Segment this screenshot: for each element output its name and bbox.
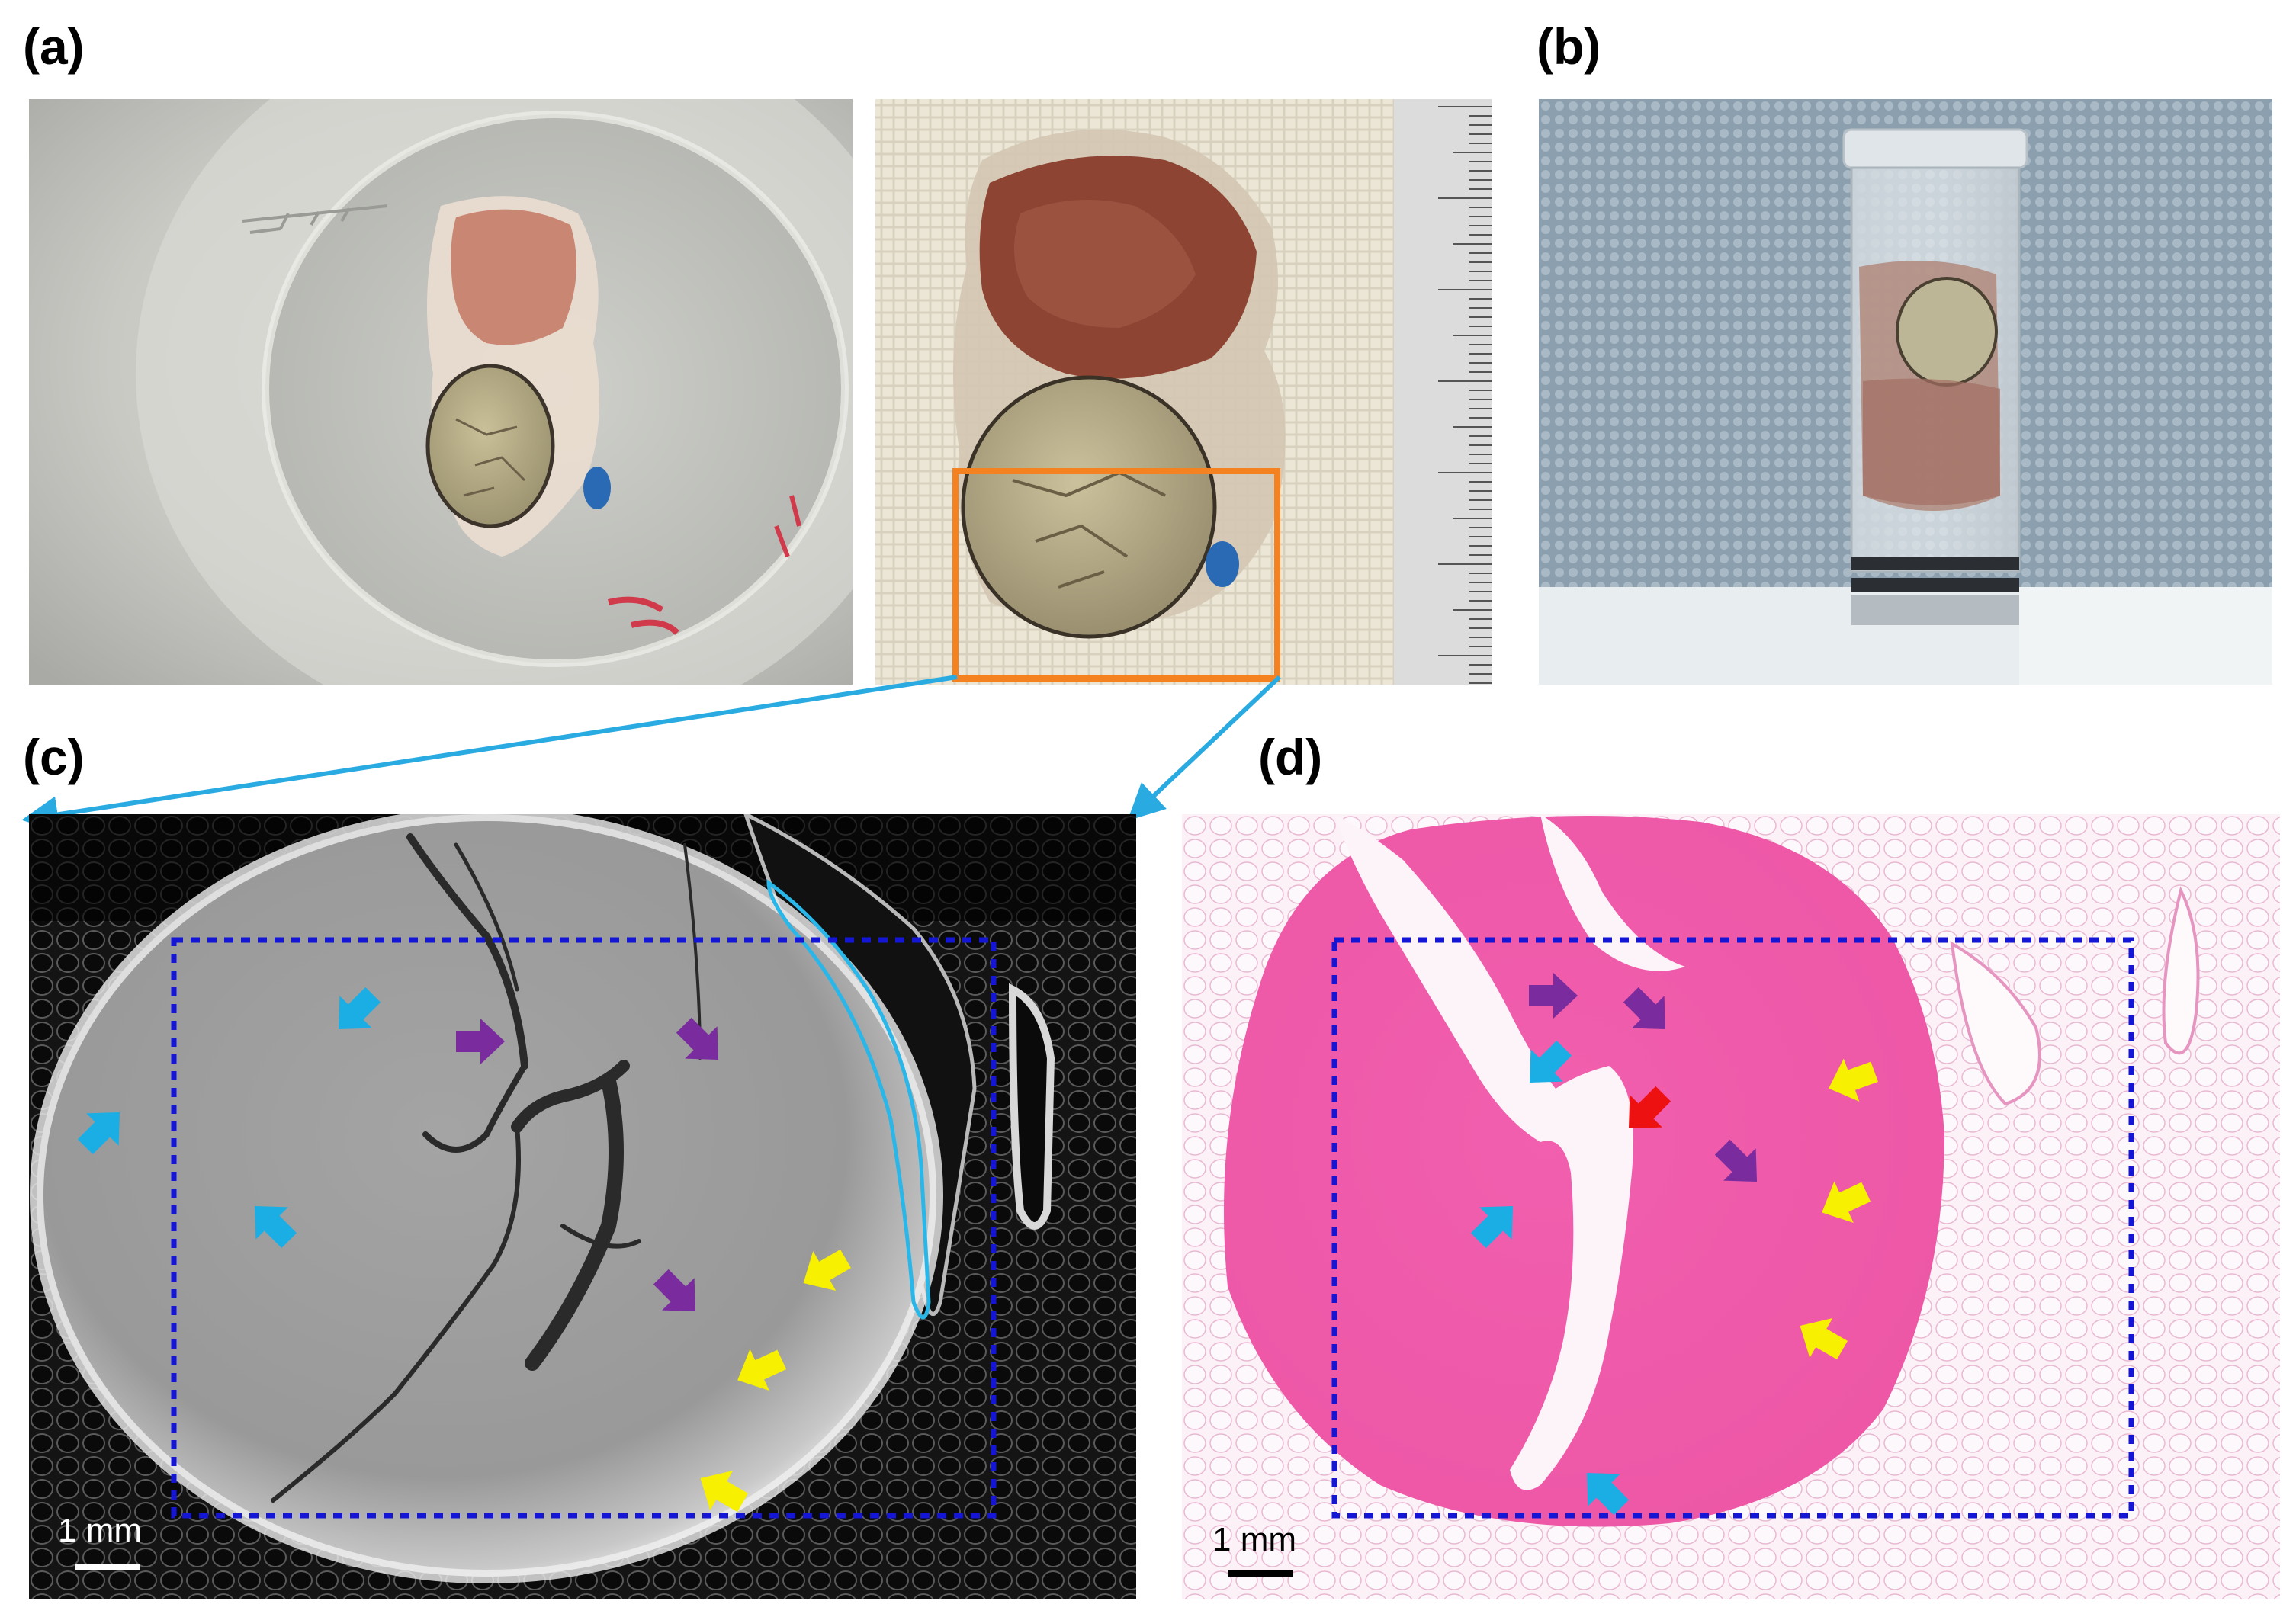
arrow-purple-icon [1529,973,1578,1019]
arrow-blue-icon [254,1205,297,1249]
arrow-purple-icon [676,1017,719,1060]
panel-label-b: (b) [1537,18,1601,75]
arrow-yellow-icon [1800,1318,1848,1360]
arrow-yellow-icon [1822,1181,1871,1224]
roi-box-d [1331,937,2134,1519]
panel-label-a: (a) [23,18,85,75]
specimen-ruler-photo [875,99,1492,685]
scale-bar-c [75,1564,140,1570]
panel-label-c: (c) [23,729,85,785]
arrow-blue-icon [1586,1472,1630,1516]
arrow-yellow-icon [803,1249,851,1291]
specimen-tube-photo [1539,99,2272,685]
scale-bar-label-d: 1 mm [1212,1521,1296,1558]
arrow-blue-icon [338,987,381,1030]
zoom-connector-left [21,675,958,833]
arrow-red-icon [1628,1086,1671,1129]
arrow-purple-icon [1623,987,1666,1030]
arrow-purple-icon [1714,1139,1758,1182]
scale-bar-label-c: 1 mm [58,1512,142,1549]
arrow-yellow-icon [737,1349,787,1391]
arrow-purple-icon [653,1269,696,1312]
histology-image: 1 mm [1182,814,2280,1599]
roi-box-c [171,937,997,1519]
arrow-yellow-icon [700,1471,748,1513]
vessel-outline [766,879,931,1320]
arrow-blue-icon [1529,1040,1572,1083]
panel-label-d: (d) [1258,729,1323,785]
specimen-cup-photo [29,99,853,685]
arrow-blue-icon [77,1112,120,1155]
scale-bar-d [1228,1570,1293,1577]
zoom-connector-right [1127,675,1282,821]
arrow-yellow-icon [1829,1058,1878,1102]
arrow-blue-icon [1470,1205,1514,1249]
microct-image: 1 mm [29,814,1136,1599]
zoom-region-box [952,468,1280,682]
arrow-purple-icon [456,1019,505,1064]
